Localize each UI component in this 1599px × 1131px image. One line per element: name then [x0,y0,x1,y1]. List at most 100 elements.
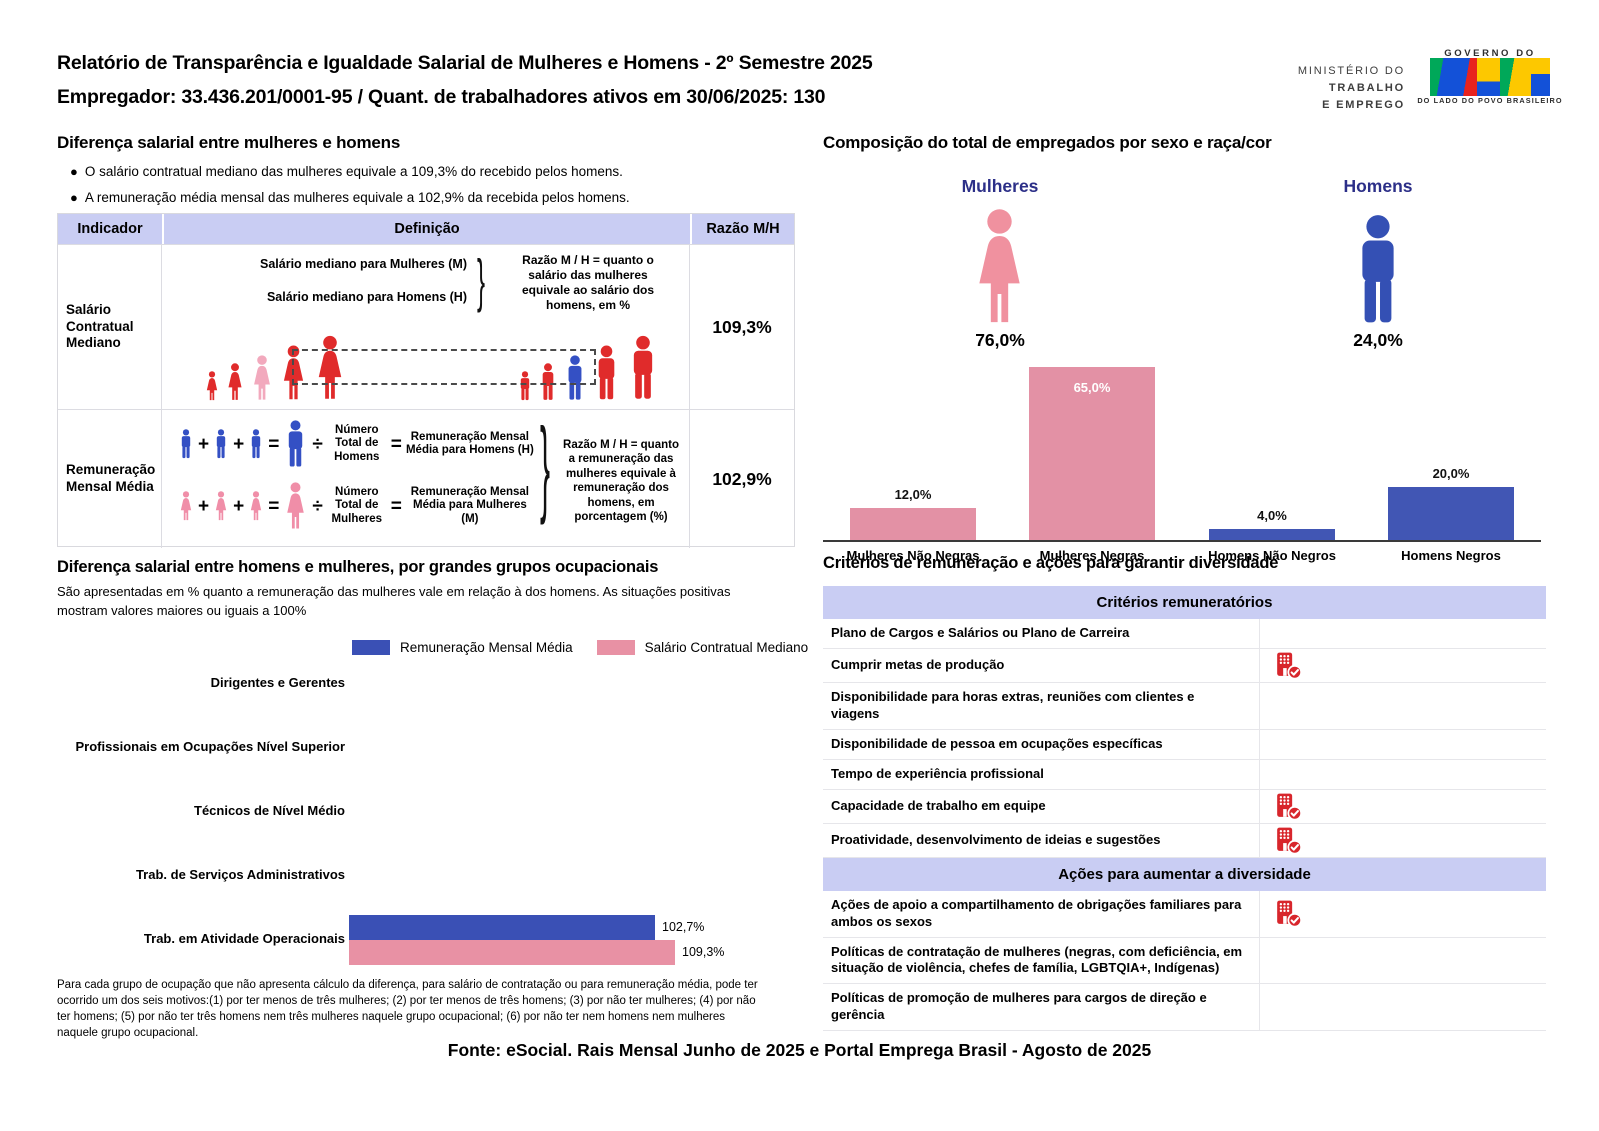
median-ratio-note: Razão M / H = quanto o salário das mulhe… [521,253,655,312]
definition-cell-mean: + + = ÷ Número Total de Homens = Remuner… [162,410,690,548]
criteria-checked-cell [1260,891,1546,937]
criteria-section-header: Critérios remuneratórios [823,586,1546,619]
building-check-icon [1277,900,1303,928]
occupational-legend: Remuneração Mensal Média Salário Contrat… [352,640,808,655]
occ-bar-remuneracao [349,915,655,940]
composition-bar-chart: 12,0% 65,0% 4,0% 20,0% [823,362,1541,542]
col-header-indicador: Indicador [58,214,162,244]
male-pictogram-icon [1349,214,1407,326]
equals-operator: = [390,433,402,455]
section-title-occupational: Diferença salarial entre homens e mulher… [57,558,659,576]
bar-value-label: 4,0% [1257,508,1287,523]
criteria-row: Capacidade de trabalho em equipe [823,789,1546,824]
occupational-bar-chart: Dirigentes e Gerentes Profissionais em Oc… [57,652,797,972]
woman-figure-icon [248,491,264,521]
bullet-mean-salary: ● A remuneração média mensal das mulhere… [70,190,770,207]
col-header-razao: Razão M/H [692,214,794,244]
female-percentage: 76,0% [975,330,1025,350]
criteria-row: Disponibilidade para horas extras, reuni… [823,683,1546,730]
criteria-row: Ações de apoio a compartilhamento de obr… [823,890,1546,938]
composition-category-label: Homens Não Negros [1208,548,1336,563]
criteria-checked-cell [1260,824,1546,857]
woman-figure-large-icon [283,482,308,530]
criteria-label: Políticas de contratação de mulheres (ne… [823,937,1260,984]
brasil-letter: R [1453,58,1477,96]
occupational-category-label: Profissionais em Ocupações Nível Superio… [75,739,345,754]
composition-category-label: Mulheres Não Negras [846,548,980,563]
woman-figure-icon [178,491,194,521]
equals-operator: = [390,495,402,517]
indicator-table-header: Indicador Definição Razão M/H [58,214,794,244]
bar-mulheres-não-negras [850,508,976,540]
criteria-label: Disponibilidade para horas extras, reuni… [823,683,1260,729]
criteria-label: Cumprir metas de produção [823,649,1260,682]
criteria-row: Proatividade, desenvolvimento de ideias … [823,823,1546,858]
definition-cell-median: Salário mediano para Mulheres (M) Salári… [162,245,690,409]
ministry-line3: E EMPREGO [1322,99,1405,111]
formula-women: + + = ÷ Número Total de Mulheres = Remun… [178,482,534,530]
brasil-wordmark: BRASIL [1415,58,1565,96]
female-pictogram-icon [969,208,1030,326]
legend-label-salario: Salário Contratual Mediano [644,640,809,655]
occupational-category-label: Trab. em Atividade Operacionais [143,931,345,946]
indicator-table: Indicador Definição Razão M/H Salário Co… [57,213,795,548]
source-footer: Fonte: eSocial. Rais Mensal Junho de 202… [447,1040,1152,1060]
ministry-line1: MINISTÉRIO DO [1297,65,1405,77]
governo-brasil-logo: GOVERNO DO BRASIL DO LADO DO POVO BRASIL… [1415,48,1565,105]
legend-swatch-remuneracao [352,640,390,655]
criteria-section-header: Ações para aumentar a diversidade [823,857,1546,891]
criteria-label: Tempo de experiência profissional [823,759,1260,789]
ratio-value-mean: 102,9% [712,468,772,489]
woman-figure-icon [213,491,229,521]
col-header-definicao: Definição [164,214,690,244]
criteria-label: Disponibilidade de pessoa em ocupações e… [823,729,1260,759]
men-figures-group [517,335,660,401]
man-figure-icon [248,429,264,459]
criteria-label: Ações de apoio a compartilhamento de obr… [823,890,1260,937]
criteria-label: Capacidade de trabalho em equipe [823,789,1260,823]
indicator-label: Remuneração Mensal Média [58,410,162,548]
criteria-empty-cell [1260,730,1546,759]
criteria-label: Proatividade, desenvolvimento de ideias … [823,823,1260,857]
brasil-letter: L [1530,58,1551,96]
female-group-label: Mulheres [961,176,1039,196]
criteria-checked-cell [1260,790,1546,823]
criteria-label: Políticas de promoção de mulheres para c… [823,984,1260,1031]
criteria-empty-cell [1260,938,1546,984]
plus-operator: + [198,433,210,455]
criteria-checked-cell [1260,649,1546,682]
man-figure-large-icon [283,420,308,468]
building-check-icon [1277,793,1303,821]
criteria-table: Critérios remuneratórios Plano de Cargos … [823,586,1546,1032]
ministry-logo: MINISTÉRIO DO TRABALHO E EMPREGO [1245,63,1405,114]
bullet-dot: ● [70,164,78,179]
section-title-criteria: Critérios de remuneração e ações para ga… [823,554,1279,572]
equals-operator: = [268,495,280,517]
bullet-mean-salary-text: A remuneração média mensal das mulheres … [84,190,630,205]
occupational-category-label: Dirigentes e Gerentes [210,675,345,690]
median-men-label: Salário mediano para Homens (H) [266,290,467,304]
brasil-letter: I [1522,58,1531,96]
man-figure-icon [213,429,229,459]
formula-men: + + = ÷ Número Total de Homens = Remuner… [178,420,534,468]
criteria-empty-cell [1260,683,1546,729]
woman-median-figure-icon [250,355,274,401]
plus-operator: + [233,495,245,517]
formula-men-result: Remuneração Mensal Média para Homens (H) [405,430,534,456]
pictogram-median-comparison [204,335,683,401]
woman-figure-icon [313,335,347,401]
building-check-icon [1277,827,1303,855]
brace-glyph: } [540,410,551,528]
woman-figure-icon [225,363,245,401]
man-figure-icon [592,345,621,401]
report-subtitle-employer: Empregador: 33.436.201/0001-95 / Quant. … [57,86,826,108]
criteria-row: Disponibilidade de pessoa em ocupações e… [823,729,1546,760]
brasil-letter: B [1429,58,1454,96]
bar-homens-negros [1388,487,1514,540]
ministry-line2: TRABALHO [1328,82,1405,94]
indicator-label: Salário Contratual Mediano [58,245,162,409]
ratio-value-median: 109,3% [712,316,772,337]
bar-value-label: 12,0% [894,487,932,502]
median-women-label: Salário mediano para Mulheres (M) [260,257,467,271]
